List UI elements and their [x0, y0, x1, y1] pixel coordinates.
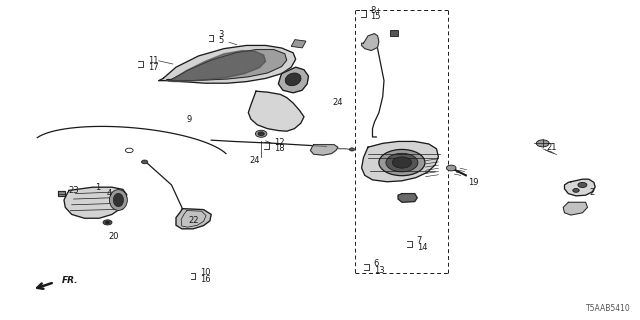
Ellipse shape — [578, 182, 587, 188]
Polygon shape — [176, 209, 211, 229]
Text: 3: 3 — [218, 30, 223, 39]
Ellipse shape — [447, 165, 456, 171]
Text: 24: 24 — [333, 98, 343, 107]
Text: 18: 18 — [274, 144, 285, 153]
Ellipse shape — [106, 221, 110, 224]
Polygon shape — [362, 141, 438, 182]
Text: 1: 1 — [95, 183, 100, 192]
Text: 22: 22 — [188, 216, 198, 225]
Polygon shape — [563, 202, 588, 215]
Polygon shape — [166, 50, 287, 81]
Text: 2: 2 — [589, 188, 595, 197]
Ellipse shape — [109, 189, 127, 211]
Ellipse shape — [573, 188, 579, 192]
Text: 24: 24 — [250, 156, 260, 164]
Text: 4: 4 — [106, 189, 111, 198]
Text: 15: 15 — [371, 12, 381, 21]
Polygon shape — [159, 45, 296, 83]
Text: 20: 20 — [109, 232, 119, 241]
Polygon shape — [564, 179, 595, 196]
Polygon shape — [168, 51, 266, 82]
Text: 19: 19 — [468, 178, 479, 187]
Polygon shape — [278, 67, 308, 93]
Ellipse shape — [103, 220, 112, 225]
Polygon shape — [362, 34, 379, 51]
Text: 23: 23 — [68, 186, 79, 195]
Ellipse shape — [349, 148, 355, 151]
Ellipse shape — [536, 140, 549, 147]
Polygon shape — [398, 194, 417, 202]
Ellipse shape — [285, 73, 301, 86]
Polygon shape — [248, 91, 304, 131]
Text: 13: 13 — [374, 266, 385, 275]
Text: T5AAB5410: T5AAB5410 — [586, 304, 630, 313]
Ellipse shape — [386, 153, 418, 172]
Text: 21: 21 — [547, 143, 557, 152]
Text: 7: 7 — [417, 236, 422, 245]
Ellipse shape — [255, 130, 267, 137]
Text: 8: 8 — [371, 6, 376, 15]
Ellipse shape — [379, 149, 425, 176]
Ellipse shape — [392, 157, 412, 168]
Text: 14: 14 — [417, 243, 427, 252]
Polygon shape — [64, 187, 127, 218]
Ellipse shape — [258, 132, 264, 136]
Text: 11: 11 — [148, 56, 158, 65]
Text: 16: 16 — [200, 275, 211, 284]
Polygon shape — [58, 191, 65, 196]
Text: 12: 12 — [274, 138, 284, 147]
Text: 10: 10 — [200, 268, 211, 277]
Ellipse shape — [113, 193, 124, 207]
Polygon shape — [310, 145, 338, 155]
Text: 17: 17 — [148, 63, 159, 72]
Text: 5: 5 — [218, 36, 223, 45]
Text: 6: 6 — [374, 260, 379, 268]
Ellipse shape — [141, 160, 148, 164]
Bar — [390, 30, 398, 36]
Bar — [291, 40, 306, 48]
Text: 9: 9 — [186, 115, 191, 124]
Text: FR.: FR. — [62, 276, 79, 285]
